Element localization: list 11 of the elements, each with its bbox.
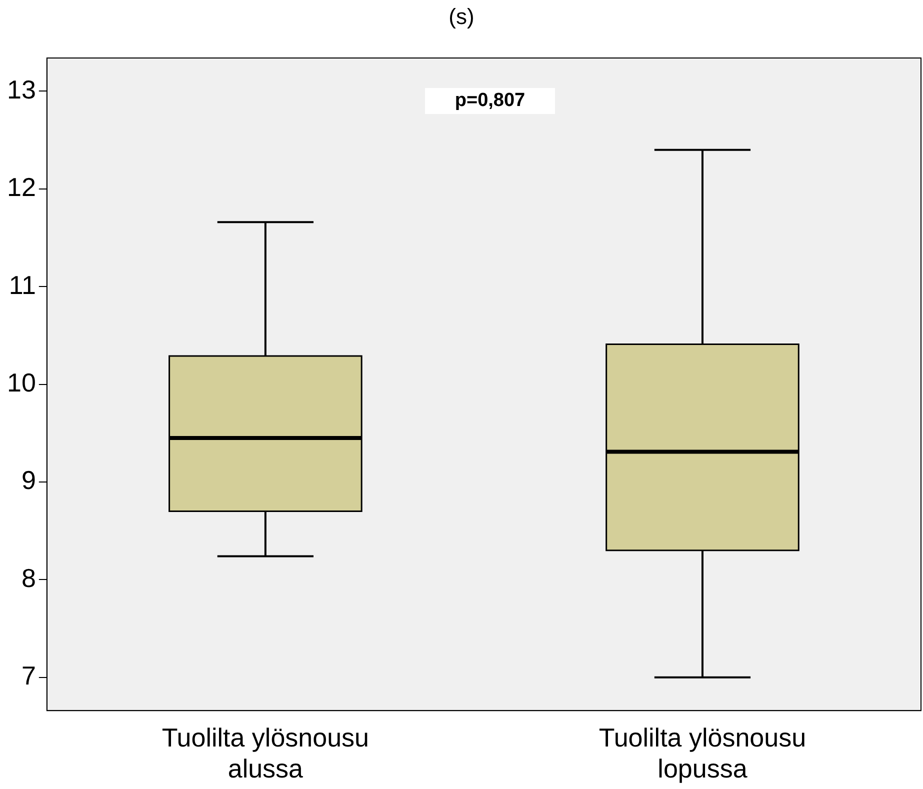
y-tick-label: 8 — [21, 562, 36, 593]
y-tick-label: 10 — [7, 367, 36, 398]
y-tick-label: 12 — [7, 172, 36, 202]
x-tick-label: Tuolilta ylösnousu alussa — [162, 722, 370, 784]
y-tick-label: 11 — [8, 270, 36, 300]
y-tick-label: 7 — [21, 660, 36, 691]
y-tick-label: 13 — [7, 74, 36, 104]
x-tick-label: Tuolilta ylösnousu lopussa — [598, 722, 806, 784]
y-tick-label: 9 — [21, 465, 36, 496]
chart-title: (s) — [448, 4, 476, 30]
annotation: p=0,807 — [425, 88, 555, 114]
